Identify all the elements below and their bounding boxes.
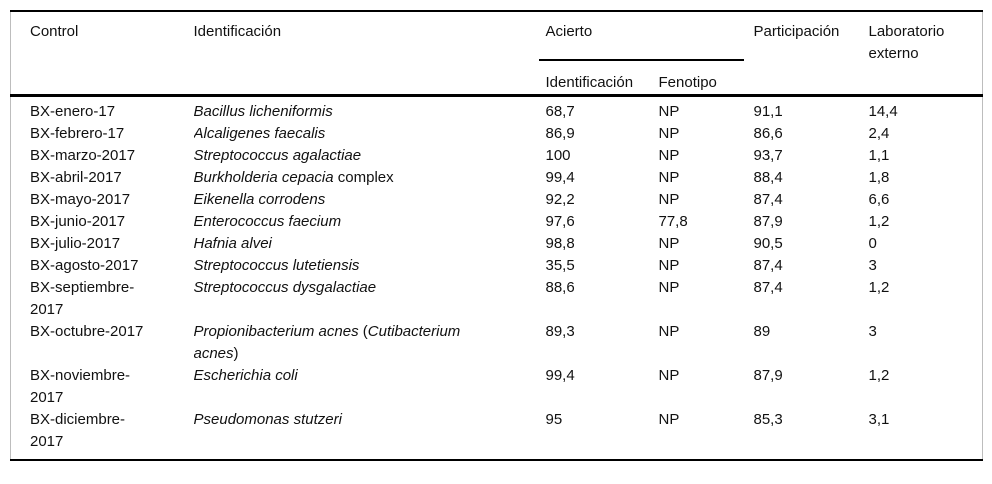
table-row: BX-noviembre-2017 Escherichia coli 99,4 … xyxy=(11,365,983,409)
acierto-identificacion-cell: 95 xyxy=(545,411,563,428)
identification-cell: Enterococcus faecium xyxy=(193,213,342,230)
fenotipo-cell: NP xyxy=(658,323,680,340)
participacion-cell: 87,9 xyxy=(753,367,783,384)
identification-cell: Streptococcus lutetiensis xyxy=(193,257,360,274)
control-cell: BX-enero-17 xyxy=(30,103,116,120)
laboratorio-externo-cell: 1,2 xyxy=(868,279,890,296)
participacion-cell: 86,6 xyxy=(753,125,783,142)
fenotipo-cell: NP xyxy=(658,235,680,252)
table-row: BX-abril-2017 Burkholderia cepacia compl… xyxy=(11,167,983,189)
control-cell: BX-agosto-2017 xyxy=(30,257,139,274)
acierto-identificacion-cell: 92,2 xyxy=(545,191,575,208)
participacion-cell: 87,4 xyxy=(753,257,783,274)
acierto-identificacion-cell: 88,6 xyxy=(545,279,575,296)
participacion-cell: 90,5 xyxy=(753,235,783,252)
fenotipo-cell: NP xyxy=(658,125,680,142)
col-header-identificacion: Identificación xyxy=(193,23,282,40)
fenotipo-cell: NP xyxy=(658,169,680,186)
participacion-cell: 87,9 xyxy=(753,213,783,230)
laboratorio-externo-cell: 2,4 xyxy=(868,125,890,142)
laboratorio-externo-cell: 1,2 xyxy=(868,213,890,230)
laboratorio-externo-cell: 14,4 xyxy=(868,103,898,120)
col-header-acierto: Acierto xyxy=(538,11,752,61)
fenotipo-cell: NP xyxy=(658,367,680,384)
fenotipo-cell: NP xyxy=(658,147,680,164)
fenotipo-cell: NP xyxy=(658,257,680,274)
table-header: Control Identificación Acierto Participa… xyxy=(10,11,983,96)
control-cell: BX-julio-2017 xyxy=(30,235,121,252)
table-row: BX-mayo-2017 Eikenella corrodens 92,2 NP… xyxy=(11,189,983,211)
col-header-laboratorio-externo: Laboratorio externo xyxy=(868,23,945,62)
acierto-identificacion-cell: 100 xyxy=(545,147,571,164)
table-row: BX-septiembre-2017 Streptococcus dysgala… xyxy=(11,277,983,321)
laboratorio-externo-cell: 1,2 xyxy=(868,367,890,384)
identification-cell: Streptococcus agalactiae xyxy=(193,147,362,164)
laboratorio-externo-cell: 3,1 xyxy=(868,411,890,428)
identification-cell: Escherichia coli xyxy=(193,367,298,384)
participacion-cell: 89 xyxy=(753,323,771,340)
col-header-acierto-identificacion: Identificación xyxy=(545,74,634,91)
laboratorio-externo-cell: 1,1 xyxy=(868,147,890,164)
table-row: BX-febrero-17 Alcaligenes faecalis 86,9 … xyxy=(11,123,983,145)
fenotipo-cell: NP xyxy=(658,279,680,296)
participacion-cell: 85,3 xyxy=(753,411,783,428)
table-row: BX-enero-17 Bacillus licheniformis 68,7 … xyxy=(11,96,983,124)
table-row: BX-diciembre-2017 Pseudomonas stutzeri 9… xyxy=(11,409,983,460)
acierto-identificacion-cell: 68,7 xyxy=(545,103,575,120)
acierto-identificacion-cell: 98,8 xyxy=(545,235,575,252)
control-cell: BX-septiembre-2017 xyxy=(30,279,135,318)
control-cell: BX-abril-2017 xyxy=(30,169,122,186)
identification-cell: Eikenella corrodens xyxy=(193,191,326,208)
laboratorio-externo-cell: 0 xyxy=(868,235,877,252)
control-cell: BX-febrero-17 xyxy=(30,125,125,142)
identification-cell: Hafnia alvei xyxy=(193,235,272,252)
identification-cell: Propionibacterium acnes (Cutibacterium a… xyxy=(193,323,461,362)
control-cell: BX-mayo-2017 xyxy=(30,191,131,208)
identification-cell: Alcaligenes faecalis xyxy=(193,125,326,142)
col-header-control: Control xyxy=(30,23,79,40)
header-row-top: Control Identificación Acierto Participa… xyxy=(11,11,983,62)
identification-cell: Pseudomonas stutzeri xyxy=(193,411,342,428)
table-body: BX-enero-17 Bacillus licheniformis 68,7 … xyxy=(11,96,983,461)
col-header-participacion: Participación xyxy=(753,23,840,40)
col-header-acierto-fenotipo: Fenotipo xyxy=(658,74,717,91)
participacion-cell: 88,4 xyxy=(753,169,783,186)
laboratorio-externo-cell: 3 xyxy=(868,257,877,274)
table-row: BX-julio-2017 Hafnia alvei 98,8 NP 90,5 … xyxy=(11,233,983,255)
control-cell: BX-noviembre-2017 xyxy=(30,367,131,406)
control-cell: BX-diciembre-2017 xyxy=(30,411,126,450)
identification-cell: Streptococcus dysgalactiae xyxy=(193,279,377,296)
acierto-identificacion-cell: 97,6 xyxy=(545,213,575,230)
header-row-sub: Identificación Fenotipo xyxy=(11,61,983,96)
table-row: BX-octubre-2017 Propionibacterium acnes … xyxy=(11,321,983,365)
control-cell: BX-octubre-2017 xyxy=(30,323,144,340)
laboratorio-externo-cell: 1,8 xyxy=(868,169,890,186)
participacion-cell: 87,4 xyxy=(753,191,783,208)
qc-results-table: Control Identificación Acierto Participa… xyxy=(10,10,983,461)
acierto-identificacion-cell: 35,5 xyxy=(545,257,575,274)
participacion-cell: 93,7 xyxy=(753,147,783,164)
table-row: BX-junio-2017 Enterococcus faecium 97,6 … xyxy=(11,211,983,233)
fenotipo-cell: NP xyxy=(658,411,680,428)
fenotipo-cell: NP xyxy=(658,103,680,120)
laboratorio-externo-cell: 6,6 xyxy=(868,191,890,208)
fenotipo-cell: NP xyxy=(658,191,680,208)
acierto-identificacion-cell: 99,4 xyxy=(545,169,575,186)
fenotipo-cell: 77,8 xyxy=(658,213,688,230)
table-row: BX-agosto-2017 Streptococcus lutetiensis… xyxy=(11,255,983,277)
acierto-identificacion-cell: 99,4 xyxy=(545,367,575,384)
acierto-identificacion-cell: 86,9 xyxy=(545,125,575,142)
laboratorio-externo-cell: 3 xyxy=(868,323,877,340)
participacion-cell: 91,1 xyxy=(753,103,783,120)
control-cell: BX-junio-2017 xyxy=(30,213,126,230)
table-row: BX-marzo-2017 Streptococcus agalactiae 1… xyxy=(11,145,983,167)
participacion-cell: 87,4 xyxy=(753,279,783,296)
control-cell: BX-marzo-2017 xyxy=(30,147,136,164)
acierto-identificacion-cell: 89,3 xyxy=(545,323,575,340)
identification-cell: Burkholderia cepacia complex xyxy=(193,169,394,186)
identification-cell: Bacillus licheniformis xyxy=(193,103,333,120)
